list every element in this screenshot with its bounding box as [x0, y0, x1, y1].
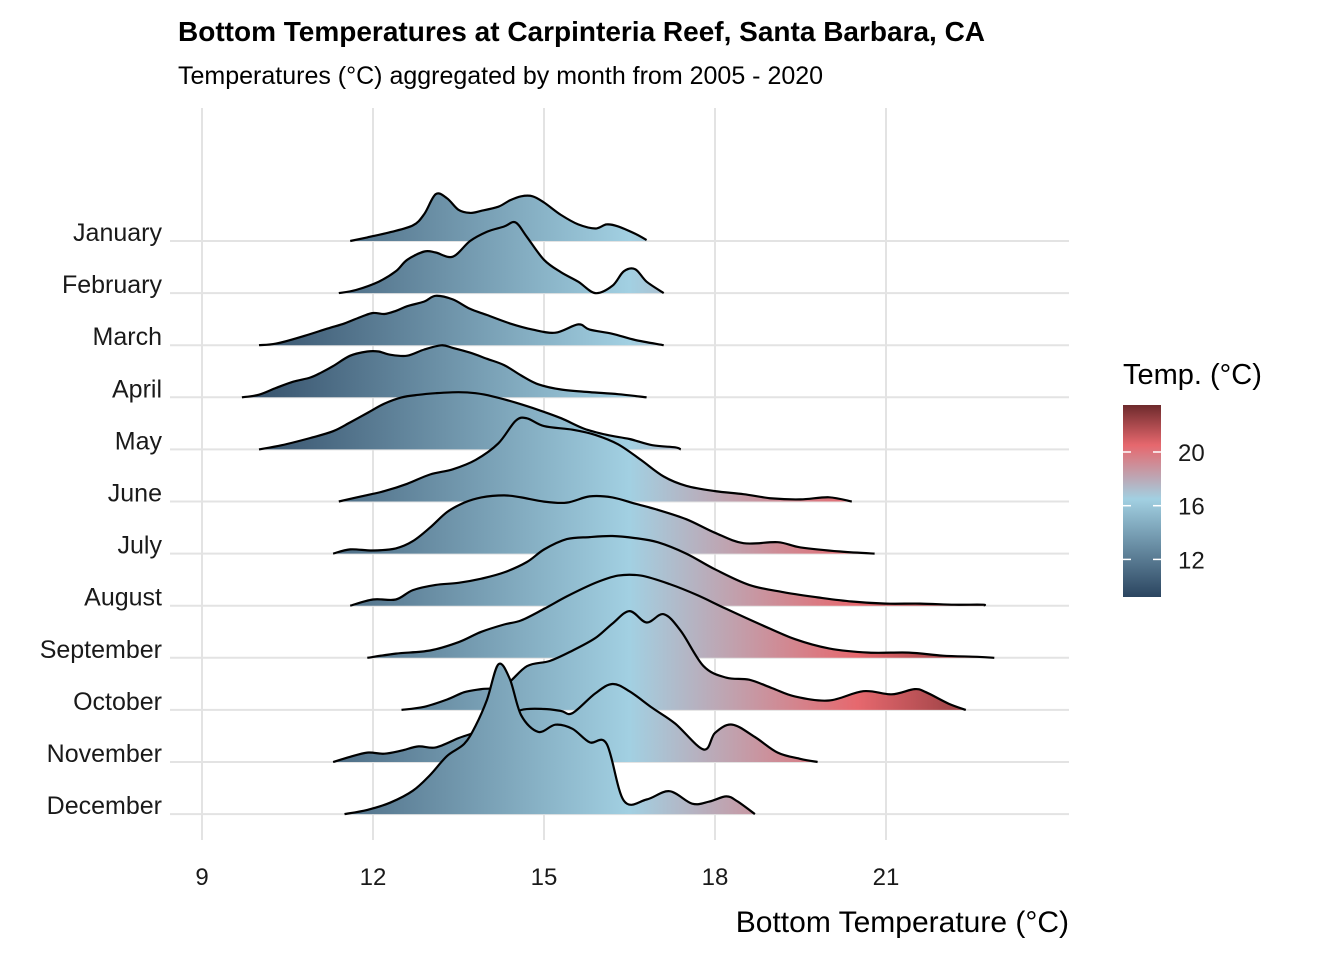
ridge-outline	[344, 662, 756, 816]
ridge-area	[333, 683, 818, 762]
y-tick-label: September	[40, 636, 162, 664]
legend-tick-label: 12	[1178, 547, 1205, 574]
y-tick-label: November	[47, 740, 162, 768]
ridge-may	[258, 391, 682, 451]
ridge-outline	[349, 534, 987, 607]
ridge-area	[338, 417, 852, 502]
ridge-august	[349, 534, 987, 607]
ridge-october	[401, 610, 967, 711]
x-tick-label: 9	[195, 864, 208, 891]
y-tick-label: August	[84, 584, 162, 612]
ridge-area	[241, 345, 647, 398]
ridge-july	[332, 494, 875, 555]
y-tick-label: May	[115, 427, 163, 455]
ridge-outline	[332, 494, 875, 555]
ridge-february	[338, 220, 665, 295]
ridge-december	[344, 662, 756, 816]
ridge-area	[338, 221, 664, 294]
y-tick-label: June	[108, 480, 162, 508]
y-axis-labels: January February March April May June July Augu…	[40, 219, 163, 820]
legend-title: Temp. (°C)	[1123, 359, 1262, 391]
legend-ticks: 12 16 20	[1123, 440, 1205, 574]
legend-colorbar	[1123, 405, 1161, 597]
ridge-june	[338, 416, 853, 503]
ridge-area	[259, 392, 681, 450]
ridge-outline	[332, 682, 818, 764]
ridge-area	[367, 574, 995, 658]
y-tick-label: February	[62, 271, 163, 299]
ridge-september	[367, 573, 995, 659]
ridges	[241, 192, 995, 816]
ridge-area	[350, 193, 647, 241]
ridge-outline	[338, 416, 853, 503]
ridge-april	[241, 344, 647, 399]
ridge-outline	[401, 610, 967, 711]
legend-tick-label: 20	[1178, 440, 1205, 467]
y-tick-label: January	[73, 219, 162, 247]
x-tick-label: 21	[873, 864, 900, 891]
ridge-outline	[258, 294, 664, 347]
y-tick-label: March	[93, 323, 162, 351]
ridge-march	[258, 294, 664, 347]
x-axis-label: Bottom Temperature (°C)	[736, 906, 1069, 939]
legend: Temp. (°C) 12 16 20	[1123, 359, 1262, 597]
legend-tick-label: 16	[1178, 494, 1205, 521]
ridge-outline	[338, 220, 665, 295]
ridge-january	[349, 192, 648, 243]
x-tick-label: 15	[531, 864, 558, 891]
y-tick-label: October	[73, 688, 162, 716]
x-tick-label: 12	[360, 864, 387, 891]
ridge-outline	[258, 391, 682, 451]
ridge-area	[259, 295, 664, 346]
ridge-area	[344, 663, 755, 815]
ridge-november	[332, 682, 818, 764]
ridge-outline	[349, 192, 648, 243]
ridge-area	[333, 495, 875, 554]
ridge-outline	[241, 344, 647, 399]
y-tick-label: July	[118, 532, 163, 560]
y-tick-label: December	[47, 792, 162, 820]
x-axis-ticks: 9 12 15 18 21	[195, 864, 899, 891]
ridge-outline	[367, 573, 995, 659]
ridge-area	[401, 611, 966, 710]
y-tick-label: April	[112, 375, 162, 403]
chart-title: Bottom Temperatures at Carpinteria Reef,…	[178, 16, 986, 47]
ridge-area	[350, 535, 985, 606]
chart-subtitle: Temperatures (°C) aggregated by month fr…	[178, 62, 824, 90]
x-tick-label: 18	[702, 864, 729, 891]
